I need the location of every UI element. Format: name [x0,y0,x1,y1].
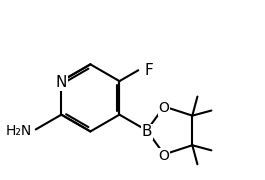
Text: B: B [142,124,152,140]
Text: H₂N: H₂N [6,124,32,138]
Text: O: O [159,101,170,115]
Text: H₂N: H₂N [6,124,32,138]
Text: F: F [144,63,153,78]
Text: O: O [159,149,170,163]
Text: N: N [56,75,67,90]
Text: N: N [56,75,67,90]
Text: O: O [159,149,170,163]
Text: F: F [144,63,153,78]
Text: O: O [159,101,170,115]
Text: B: B [142,124,152,140]
